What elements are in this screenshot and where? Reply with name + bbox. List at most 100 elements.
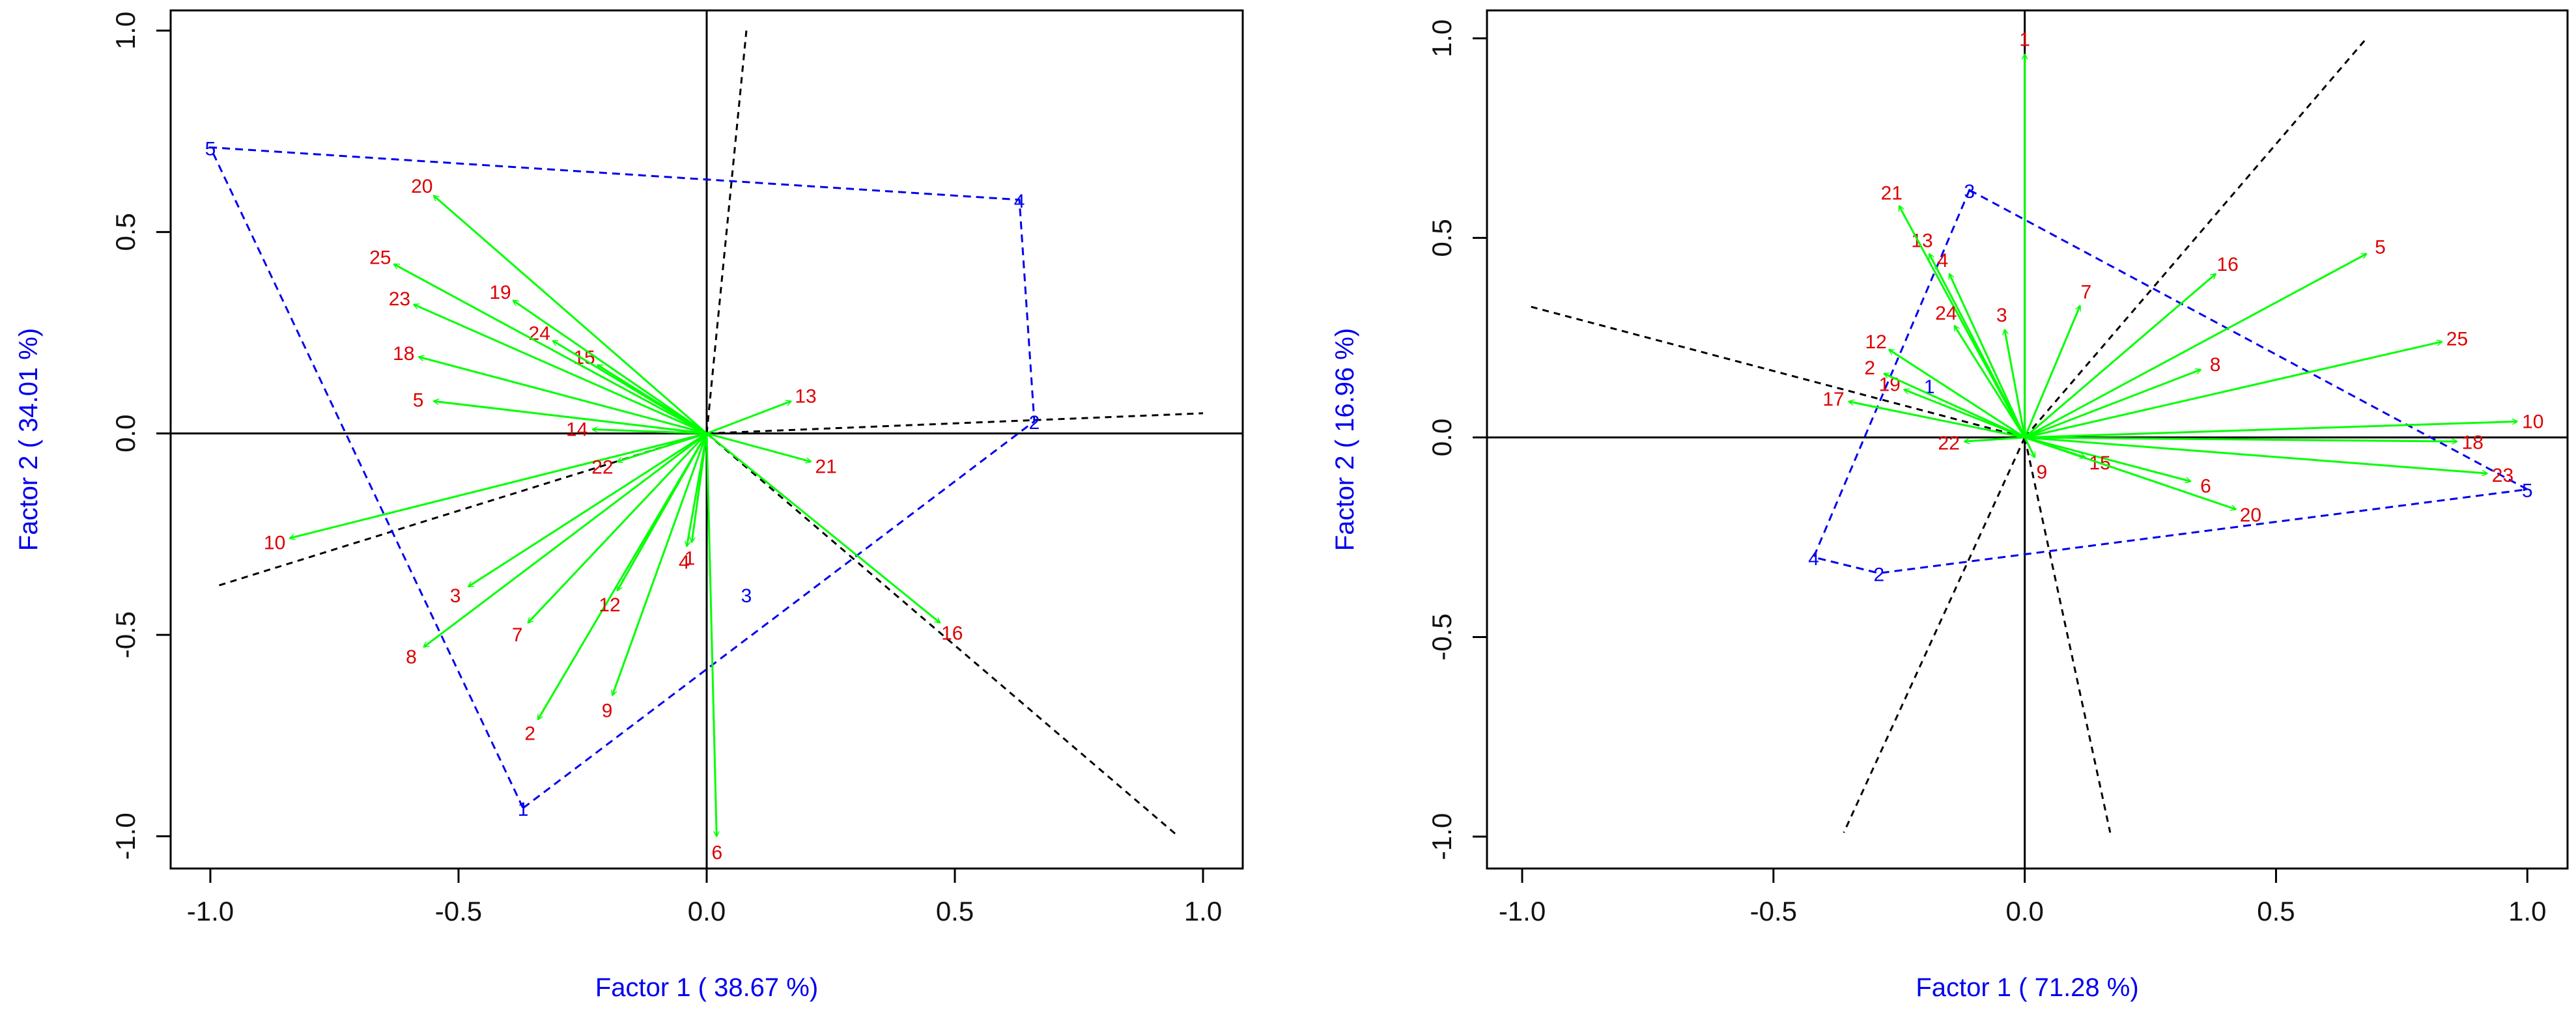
variable-label: 2 xyxy=(1864,357,1875,379)
y-tick-label: -0.5 xyxy=(110,611,141,658)
loading-arrow xyxy=(468,432,707,587)
dashed-reference-line xyxy=(1527,305,2026,439)
variable-label: 2 xyxy=(524,723,535,745)
y-tick-label: -0.5 xyxy=(1426,613,1457,660)
x-tick-label: 0.5 xyxy=(2257,896,2295,926)
variable-label: 20 xyxy=(411,176,432,197)
loading-arrow xyxy=(706,432,811,462)
variable-label: 18 xyxy=(393,343,414,365)
loading-arrow xyxy=(612,433,708,695)
loading-arrow xyxy=(2024,436,2487,473)
loading-arrow xyxy=(290,432,707,538)
variable-label: 6 xyxy=(2200,476,2211,497)
variable-label: 21 xyxy=(815,456,837,477)
loading-arrow xyxy=(424,432,707,647)
loading-arrow xyxy=(2024,436,2236,509)
variable-label: 8 xyxy=(2210,354,2221,376)
variable-label: 24 xyxy=(1935,303,1957,324)
variable-label: 3 xyxy=(450,585,461,607)
y-tick-label: 0.0 xyxy=(110,415,141,452)
y-axis-title: Factor 2 ( 34.01 %) xyxy=(14,328,43,551)
loading-arrow xyxy=(2024,370,2201,439)
y-tick-label: 0.5 xyxy=(110,213,141,251)
loading-arrow xyxy=(414,305,707,435)
variable-label: 16 xyxy=(941,623,963,645)
variable-label: 22 xyxy=(1938,433,1959,454)
dashed-reference-line xyxy=(1843,437,2026,833)
variable-label: 5 xyxy=(413,389,424,411)
variable-label: 25 xyxy=(2446,328,2468,350)
variable-label: 23 xyxy=(2492,465,2513,486)
loading-arrow xyxy=(434,401,707,435)
loading-arrow xyxy=(2024,253,2367,439)
variable-label: 18 xyxy=(2462,432,2484,453)
loading-arrow xyxy=(593,430,707,435)
loading-arrow xyxy=(419,357,707,435)
loading-arrow xyxy=(1949,274,2026,438)
hull-polygon xyxy=(208,146,1036,810)
variable-label: 10 xyxy=(264,532,285,553)
y-tick-label: 1.0 xyxy=(1426,20,1457,57)
variable-label: 4 xyxy=(1938,250,1949,271)
dashed-reference-line xyxy=(706,432,1179,837)
x-tick-label: 0.0 xyxy=(2005,896,2043,926)
loading-arrow xyxy=(1889,350,2026,439)
loading-arrow xyxy=(2024,306,2080,438)
loading-arrow xyxy=(2005,329,2026,438)
y-tick-label: 0.0 xyxy=(1426,419,1457,456)
sample-point-label: 3 xyxy=(741,585,752,607)
loading-arrow xyxy=(528,432,708,623)
loading-arrow xyxy=(1898,206,2026,438)
x-tick-label: -0.5 xyxy=(1750,896,1797,926)
variable-label: 4 xyxy=(679,552,690,574)
variable-label: 14 xyxy=(566,419,587,441)
variable-label: 17 xyxy=(1822,389,1844,410)
y-tick-label: 0.5 xyxy=(1426,219,1457,257)
loading-arrow xyxy=(394,263,707,435)
loading-arrow xyxy=(553,341,707,435)
variable-label: 16 xyxy=(2216,254,2238,275)
x-tick-label: -0.5 xyxy=(435,896,482,926)
x-axis-title: Factor 1 ( 71.28 %) xyxy=(1916,973,2138,1002)
polygon-vertex-label: 5 xyxy=(205,138,216,160)
y-tick-label: -1.0 xyxy=(1426,813,1457,860)
variable-label: 7 xyxy=(512,624,523,646)
loading-arrow xyxy=(1884,374,2026,439)
x-tick-label: 1.0 xyxy=(2508,896,2546,926)
variable-label: 21 xyxy=(1881,182,1903,204)
biplot-panel-1: -1.0 -0.5 0.0 0.5 1.0 -1.0 -0.5 0.0 0.5 1.0 Factor… xyxy=(14,9,1244,1002)
variable-label: 9 xyxy=(2037,462,2048,483)
x-axis-title: Factor 1 ( 38.67 %) xyxy=(595,973,818,1002)
variable-label: 25 xyxy=(369,247,391,268)
loading-arrow xyxy=(513,301,707,434)
x-tick-label: -1.0 xyxy=(187,896,234,926)
dashed-reference-line xyxy=(2024,37,2368,438)
loading-arrow xyxy=(1955,326,2026,438)
loading-arrow xyxy=(687,433,708,546)
variable-label: 20 xyxy=(2240,505,2261,526)
variable-label: 19 xyxy=(1878,374,1900,396)
loading-arrow xyxy=(1904,389,2026,439)
variable-label: 10 xyxy=(2522,411,2543,433)
polygon-vertex-label: 2 xyxy=(1874,564,1885,585)
loading-arrow xyxy=(706,401,791,435)
variable-label: 1 xyxy=(2019,29,2030,50)
loading-arrow xyxy=(1964,436,2025,441)
plot-frame xyxy=(1486,9,2569,870)
y-axis-title: Factor 2 ( 16.96 %) xyxy=(1331,328,1359,551)
loading-arrow xyxy=(2024,421,2517,439)
loading-arrow xyxy=(705,433,716,837)
loading-arrow xyxy=(434,196,707,434)
y-tick-label: 1.0 xyxy=(110,12,141,49)
loading-arrow xyxy=(616,432,708,591)
variable-label: 8 xyxy=(406,647,417,668)
loading-arrow xyxy=(2024,437,2036,458)
loading-arrow xyxy=(2024,342,2442,439)
hull-polygon xyxy=(1812,188,2531,574)
y-tick-label: -1.0 xyxy=(110,813,141,859)
variable-label: 6 xyxy=(711,842,722,863)
loading-arrow xyxy=(2024,274,2216,439)
biplot-panel-2: -1.0 -0.5 0.0 0.5 1.0 -1.0 -0.5 0.0 0.5 1.0 Factor… xyxy=(1331,9,2569,1002)
polygon-vertex-label: 4 xyxy=(1014,191,1025,212)
